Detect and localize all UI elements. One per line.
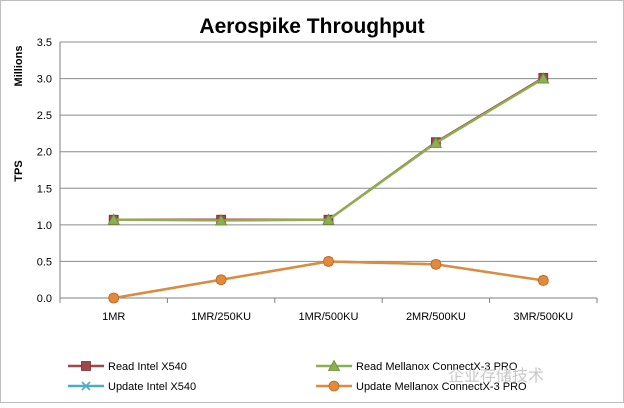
x-tick-label: 1MR/250KU: [191, 311, 251, 323]
y-axis-title: TPS: [13, 160, 25, 181]
legend-marker: [328, 380, 340, 392]
legend-item-3: Update Intel X540: [68, 381, 196, 393]
legend-marker: [81, 361, 91, 371]
legend-label: Update Mellanox ConnectX-3 PRO: [356, 381, 527, 393]
data-point-s4: [430, 258, 442, 270]
y-axis-unit-label: Millions: [13, 46, 25, 87]
data-point-s4: [537, 275, 549, 286]
data-point-s2: [429, 136, 443, 148]
legend-item-1: Read Intel X540: [68, 361, 187, 373]
plot-area: 0.0 0.5 1.0 1.5 2.0 2.5 3.0 3.5 1MR 1MR/250KU 1MR/…: [37, 37, 598, 323]
y-tick-label: 3.0: [37, 74, 52, 86]
y-tick-label: 1.5: [37, 183, 52, 195]
data-point-s4: [323, 256, 334, 267]
y-tick-label: 2.0: [37, 147, 52, 159]
chart-legend: Read Intel X540 Read Mellanox ConnectX-3 …: [68, 359, 527, 393]
data-point-s2: [537, 72, 550, 84]
legend-marker: [81, 381, 91, 391]
legend-item-2: Read Mellanox ConnectX-3 PRO: [316, 359, 518, 373]
y-tick-label: 2.5: [37, 110, 52, 122]
legend-marker-stroke: [81, 381, 91, 391]
data-point-s2: [322, 213, 335, 225]
data-point-s2: [214, 214, 228, 226]
x-tick-label: 1MR/500KU: [299, 311, 359, 323]
x-tick-label: 1MR: [102, 311, 125, 323]
data-point-s2: [107, 213, 120, 225]
legend-label: Read Intel X540: [108, 361, 187, 373]
legend-item-4: Update Mellanox ConnectX-3 PRO: [316, 380, 527, 393]
x-tick-label: 2MR/500KU: [406, 311, 466, 323]
y-tick-label: 1.0: [37, 220, 52, 232]
data-point-s4: [215, 274, 227, 286]
y-tick-label: 3.5: [37, 37, 52, 49]
y-tick-label: 0.5: [37, 256, 52, 268]
legend-label: Update Intel X540: [108, 381, 196, 393]
watermark: 企业存储技术: [448, 366, 545, 385]
x-tick-label: 3MR/500KU: [513, 311, 573, 323]
legend-label: Read Mellanox ConnectX-3 PRO: [356, 361, 518, 373]
y-tick-label: 0.0: [37, 293, 52, 305]
legend-marker: [327, 359, 341, 371]
chart-title: Aerospike Throughput: [199, 15, 424, 38]
data-point-s4: [108, 292, 120, 304]
